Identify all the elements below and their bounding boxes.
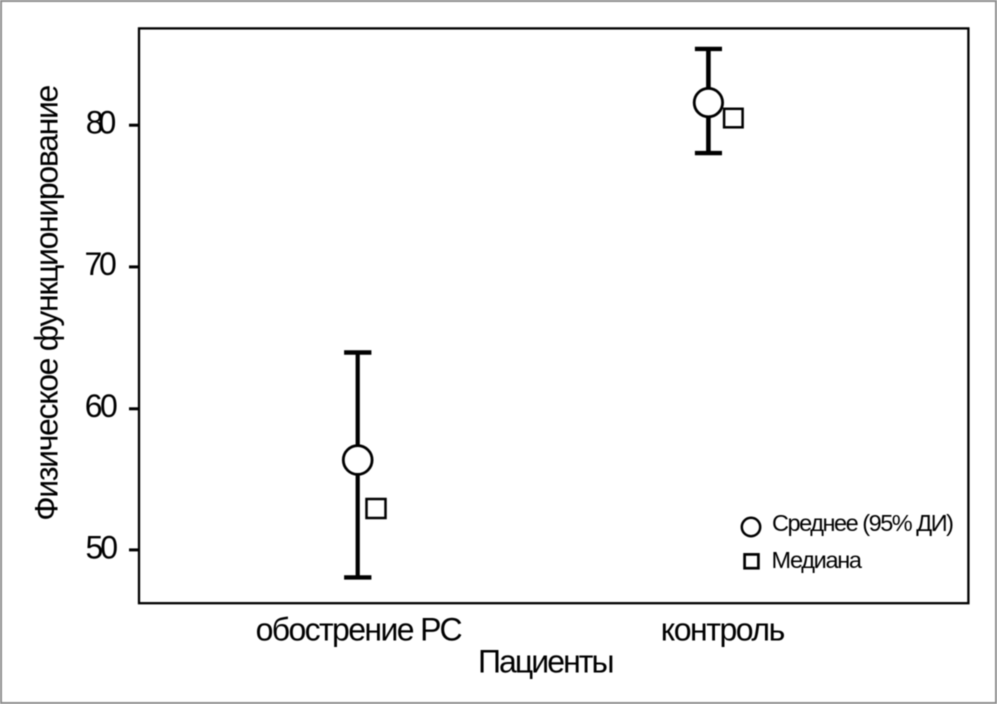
- svg-text:Пациенты: Пациенты: [478, 644, 615, 680]
- svg-text:Среднее (95% ДИ): Среднее (95% ДИ): [772, 510, 954, 536]
- svg-text:Физическое функционирование: Физическое функционирование: [29, 85, 65, 521]
- svg-text:70: 70: [84, 246, 116, 282]
- svg-text:50: 50: [86, 529, 119, 565]
- svg-text:80: 80: [86, 105, 117, 141]
- svg-text:обострение РС: обострение РС: [256, 612, 463, 648]
- svg-text:60: 60: [85, 388, 118, 424]
- svg-text:Медиана: Медиана: [772, 547, 863, 573]
- svg-text:контроль: контроль: [661, 612, 786, 648]
